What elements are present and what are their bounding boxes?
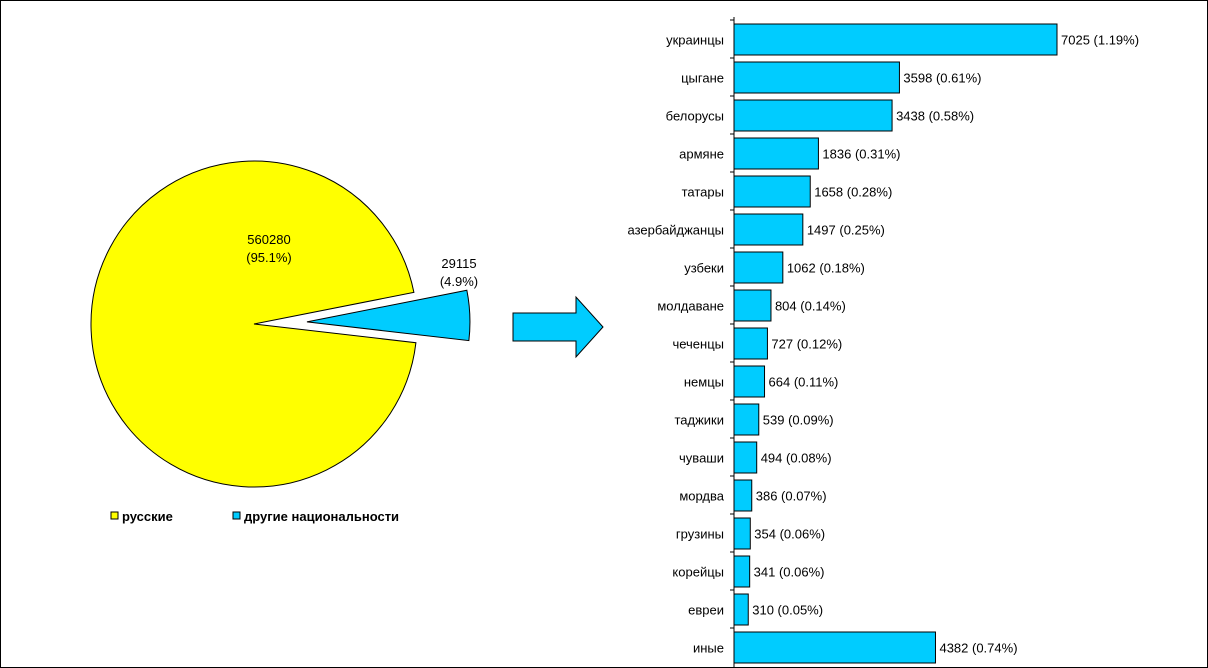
bar-category-label: грузины: [676, 527, 724, 542]
bar-data-label: 664 (0.11%): [769, 375, 839, 390]
bar-5: [733, 213, 804, 246]
bar-chart: украинцы 7025 (1.19%) цыгане 3598 (0.61%) бе…: [628, 17, 1139, 667]
legend-label-russians: русские: [122, 509, 173, 524]
bar-9: [733, 365, 766, 398]
bar-2: [733, 99, 893, 132]
bar-data-label: 3598 (0.61%): [903, 71, 981, 86]
bar-4: [733, 175, 811, 208]
bar-data-label: 1658 (0.28%): [814, 185, 892, 200]
arrow-shape: [512, 295, 604, 359]
pie-label-pct-russians: (95.1%): [246, 250, 292, 265]
bar-category-label: чеченцы: [672, 337, 724, 352]
bar-12: [733, 479, 753, 512]
bar-10: [733, 403, 760, 436]
bar-15: [733, 593, 749, 626]
pie-chart: 560280 (95.1%) 29115 (4.9%): [90, 160, 478, 488]
bar-category-label: мордва: [679, 489, 724, 504]
bar-category-label: таджики: [674, 413, 724, 428]
bar-data-label: 7025 (1.19%): [1061, 33, 1139, 48]
pie-slice-others: [306, 289, 471, 342]
bar-category-label: украинцы: [666, 33, 724, 48]
pie-label-pct-others: (4.9%): [440, 274, 478, 289]
bar-11: [733, 441, 758, 474]
bar-data-label: 804 (0.14%): [775, 299, 846, 314]
bar-data-label: 1497 (0.25%): [807, 223, 885, 238]
bar-data-label: 494 (0.08%): [761, 451, 832, 466]
bar-category-label: немцы: [684, 375, 724, 390]
bar-16: [733, 631, 936, 664]
bar-data-label: 354 (0.06%): [754, 527, 825, 542]
bar-category-label: евреи: [688, 603, 724, 618]
bar-category-label: татары: [682, 185, 724, 200]
pie-legend: русские другие национальности: [110, 509, 399, 524]
bar-category-label: иные: [693, 641, 724, 656]
bar-data-label: 539 (0.09%): [763, 413, 834, 428]
pie-label-value-others: 29115: [441, 256, 476, 271]
bar-category-label: белорусы: [666, 109, 724, 124]
bar-8: [733, 327, 768, 360]
bar-3: [733, 137, 819, 170]
bar-category-label: молдаване: [657, 299, 724, 314]
bar-data-label: 4382 (0.74%): [939, 641, 1017, 656]
arrow-icon: [512, 295, 604, 359]
pie-label-value-russians: 560280: [247, 232, 290, 247]
bar-data-label: 3438 (0.58%): [896, 109, 974, 124]
bar-category-label: цыгане: [681, 71, 724, 86]
bar-13: [733, 517, 751, 550]
legend-swatch-russians: [110, 511, 119, 520]
bar-7: [733, 289, 772, 322]
bar-14: [733, 555, 751, 588]
legend-swatch-others: [232, 511, 241, 520]
bar-data-label: 1836 (0.31%): [822, 147, 900, 162]
bar-data-label: 341 (0.06%): [754, 565, 825, 580]
bar-data-label: 727 (0.12%): [771, 337, 842, 352]
bar-category-label: корейцы: [672, 565, 724, 580]
bar-1: [733, 61, 900, 94]
pie-slice-russians: [90, 160, 417, 488]
bar-data-label: 1062 (0.18%): [787, 261, 865, 276]
bar-6: [733, 251, 784, 284]
bar-category-label: армяне: [679, 147, 724, 162]
bar-0: [733, 23, 1058, 56]
bar-data-label: 386 (0.07%): [756, 489, 827, 504]
legend-label-others: другие национальности: [244, 509, 399, 524]
bar-category-label: азербайджанцы: [628, 223, 724, 238]
bar-data-label: 310 (0.05%): [752, 603, 823, 618]
bar-category-label: узбеки: [684, 261, 724, 276]
bar-category-label: чуваши: [679, 451, 724, 466]
